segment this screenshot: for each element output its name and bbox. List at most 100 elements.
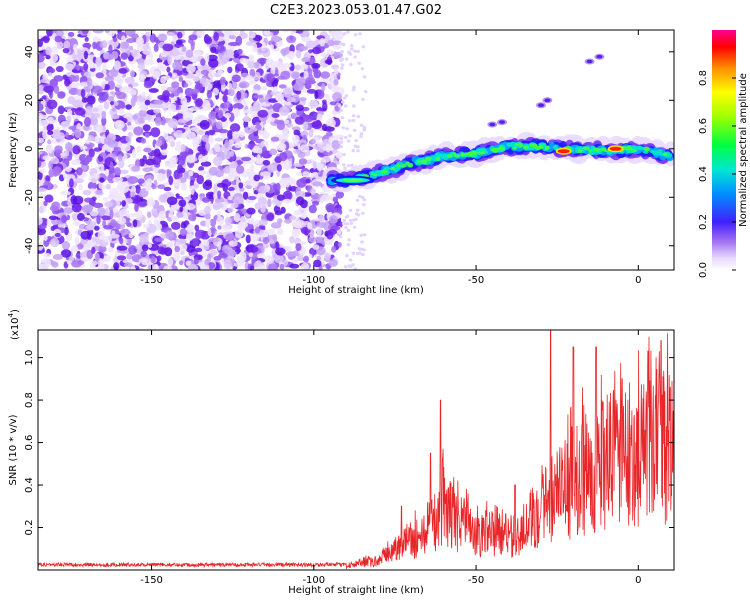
noise-blob [262, 159, 271, 166]
noise-blob [342, 153, 346, 157]
noise-blob [178, 76, 184, 82]
noise-blob [310, 188, 316, 196]
noise-blob [185, 233, 194, 241]
snr-plot-area [38, 330, 674, 570]
signal-blob [575, 146, 584, 151]
noise-blob [360, 211, 365, 215]
noise-blob [46, 145, 54, 154]
noise-blob [324, 93, 330, 101]
noise-blob [150, 255, 156, 264]
signal-blob [635, 145, 644, 151]
noise-blob [103, 197, 108, 202]
noise-blob [295, 196, 305, 206]
harmonic-blob [538, 103, 544, 107]
noise-blob [214, 142, 221, 153]
signal-blob [588, 149, 593, 153]
noise-blob [291, 71, 301, 79]
noise-blob [312, 46, 322, 55]
noise-blob [100, 215, 112, 221]
colorbar-tick-label: 0.8 [698, 70, 709, 86]
noise-blob [213, 31, 219, 42]
noise-blob [295, 50, 302, 59]
noise-blob [249, 68, 256, 78]
noise-blob [208, 237, 220, 243]
noise-blob [182, 106, 189, 114]
noise-blob [137, 178, 145, 184]
noise-blob [149, 103, 157, 108]
noise-blob [93, 123, 103, 133]
noise-blob [282, 198, 292, 204]
x-tick-label: 0 [635, 575, 641, 586]
noise-blob [227, 88, 235, 97]
signal-blob [657, 149, 663, 155]
noise-blob [102, 40, 107, 48]
noise-blob [196, 174, 204, 185]
noise-blob [166, 66, 171, 73]
noise-blob [262, 47, 271, 58]
noise-blob [299, 46, 309, 51]
spectrogram-x-label: Height of straight line (km) [288, 285, 424, 296]
signal-blob [435, 156, 441, 161]
noise-blob [163, 186, 172, 192]
noise-blob [84, 197, 94, 203]
noise-blob [329, 101, 337, 106]
noise-blob [100, 163, 105, 174]
noise-blob [228, 31, 239, 36]
noise-blob [347, 264, 352, 268]
noise-blob [104, 76, 115, 82]
noise-blob [361, 253, 365, 257]
x-tick-label: -50 [468, 575, 484, 586]
noise-blob [46, 99, 58, 110]
noise-blob [216, 211, 222, 218]
noise-blob [146, 211, 152, 218]
noise-blob [134, 202, 139, 212]
noise-blob [302, 121, 309, 131]
noise-blob [113, 262, 120, 270]
x-tick-label: -100 [302, 275, 325, 286]
noise-blob [286, 35, 297, 44]
noise-blob [113, 167, 121, 176]
noise-blob [176, 141, 182, 147]
noise-blob [294, 64, 302, 71]
x-tick-label: 0 [635, 275, 641, 286]
noise-blob [84, 116, 91, 127]
noise-blob [282, 87, 293, 98]
noise-blob [361, 45, 366, 49]
noise-blob [352, 85, 356, 89]
noise-blob [194, 50, 202, 57]
noise-blob [130, 70, 135, 78]
signal-blob [553, 144, 558, 151]
noise-blob [105, 146, 115, 152]
noise-blob [204, 258, 209, 266]
noise-blob [38, 84, 45, 95]
noise-blob [144, 132, 150, 138]
noise-blob [82, 42, 92, 49]
noise-blob [362, 75, 367, 79]
noise-blob [141, 244, 149, 252]
noise-blob [289, 236, 295, 244]
noise-blob [212, 202, 221, 211]
noise-blob [71, 69, 83, 74]
noise-blob [198, 166, 205, 172]
noise-blob [54, 145, 63, 153]
noise-blob [312, 244, 320, 250]
noise-blob [212, 87, 219, 96]
noise-blob [229, 34, 236, 40]
noise-blob [222, 167, 230, 174]
noise-blob [207, 228, 212, 237]
noise-blob [125, 30, 136, 36]
signal-blob [493, 147, 501, 151]
noise-blob [135, 244, 142, 250]
noise-blob [38, 263, 49, 270]
noise-blob [333, 51, 344, 59]
noise-blob [358, 251, 362, 255]
noise-blob [93, 202, 104, 209]
noise-blob [179, 206, 184, 212]
snr-scale-label: (x104) [7, 309, 21, 340]
noise-blob [346, 228, 351, 232]
y-tick-label: 0.4 [24, 477, 35, 493]
noise-blob [351, 118, 356, 123]
noise-blob [143, 80, 153, 89]
noise-blob [325, 203, 335, 212]
